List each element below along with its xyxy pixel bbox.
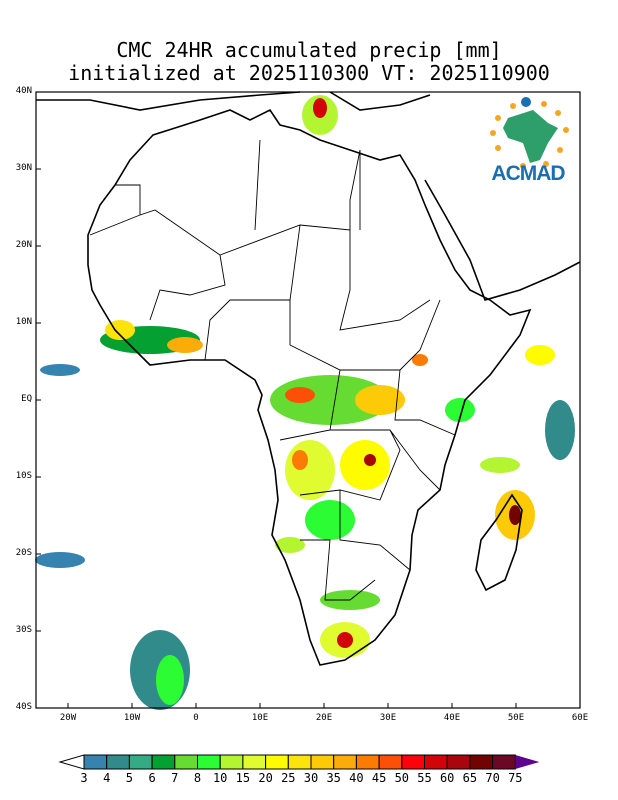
colorbar-swatch [106,754,130,770]
lon-label: 20E [315,713,333,723]
precip-area [337,632,353,648]
lon-label: 20W [59,713,77,723]
precip-area [545,400,575,460]
logo-text: ACMAD [491,162,565,185]
precip-area [40,364,80,376]
colorbar-label: 75 [508,771,523,785]
colorbar-swatch [424,754,448,770]
precip-area [35,552,85,568]
colorbar-label: 5 [125,771,133,785]
precip-area [525,345,555,365]
colorbar-swatch [174,754,199,770]
colorbar-swatch [333,754,357,770]
lat-label: 30S [15,625,32,635]
lon-label: 30E [379,713,397,723]
precip-area [167,337,203,353]
europe-coastline [36,91,431,111]
colorbar-swatch [265,754,289,770]
colorbar-swatch [446,754,471,770]
colorbar-swatch [310,754,335,770]
colorbar-label: 25 [281,771,296,785]
lat-label: 30N [15,163,32,173]
lat-label: 40S [15,702,32,712]
colorbar-label: 6 [148,771,156,785]
colorbar-label: 4 [103,771,111,785]
colorbar-label: 45 [371,771,387,785]
lon-label: 10W [123,713,141,723]
colorbar-label: 55 [417,771,432,785]
colorbar-label: 60 [439,771,455,785]
precip-area [509,505,521,525]
precip-area [156,655,184,705]
colorbar-swatch [469,754,494,770]
lat-label: 40N [15,86,32,96]
colorbar-swatch [242,754,267,770]
precip-area [313,98,327,118]
lat-label: 20N [15,240,32,250]
lat-label: EQ [21,394,32,404]
colorbar [58,754,540,770]
madagascar-coastline [475,493,523,592]
arabia-coastline [424,179,581,301]
colorbar-label: 70 [485,771,500,785]
colorbar-label: 65 [462,771,478,785]
colorbar-swatch [355,754,380,770]
lon-label: 40E [443,713,461,723]
colorbar-swatch [378,754,403,770]
precip-area [285,387,315,403]
acmad-logo [478,88,578,188]
map-subtitle: initialized at 2025110300 VT: 2025110900 [68,61,550,85]
africa-logo-icon [490,97,569,169]
colorbar-label: 7 [171,771,179,785]
lat-label: 20S [15,548,32,558]
precip-area [292,450,308,470]
colorbar-label: 50 [394,771,410,785]
lon-label: 50E [507,713,525,723]
colorbar-label: 10 [212,771,228,785]
colorbar-label: 35 [326,771,341,785]
precip-area [340,440,390,490]
colorbar-swatch [83,754,108,770]
precip-area [364,454,376,466]
precip-area [285,440,335,500]
precip-area [412,354,428,366]
map-title: CMC 24HR accumulated precip [mm] [116,38,502,62]
colorbar-swatch [128,754,153,770]
colorbar-low-arrow [58,754,85,770]
colorbar-high-arrow [515,755,540,769]
colorbar-label: 15 [235,771,251,785]
precip-area [480,457,520,473]
lon-label: 60E [571,713,589,723]
colorbar-label: 8 [193,771,202,785]
colorbar-swatch [492,754,516,770]
colorbar-swatch [151,754,176,770]
precip-areas [35,95,575,710]
colorbar-label: 3 [80,771,88,785]
colorbar-swatch [401,754,425,770]
colorbar-swatch [197,754,221,770]
colorbar-label: 40 [349,771,364,785]
colorbar-label: 20 [258,771,273,785]
lat-label: 10N [15,317,32,327]
colorbar-swatch [219,754,244,770]
precip-area [275,537,305,553]
precip-area [105,320,135,340]
colorbar-label: 30 [303,771,319,785]
country-borders [89,139,456,601]
lat-label: 10S [15,471,32,481]
precip-area [355,385,405,415]
lon-label: 10E [251,713,269,723]
lon-label: 0 [193,713,199,723]
precip-area [445,398,475,422]
colorbar-swatch [287,754,312,770]
precip-area [305,500,355,540]
